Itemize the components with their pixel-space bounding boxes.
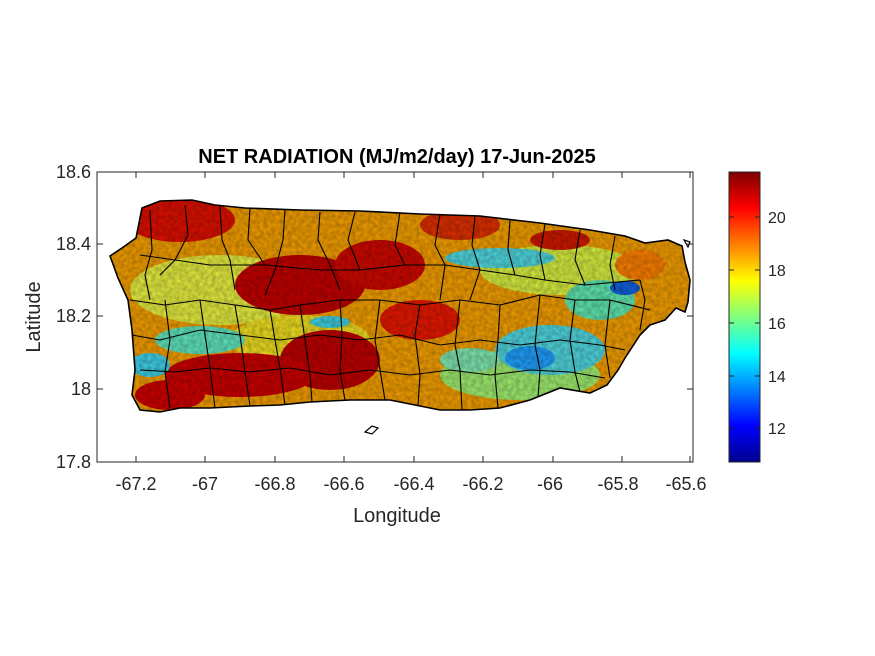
- x-tick-label: -67: [192, 474, 218, 494]
- x-tick-label: -66.6: [323, 474, 364, 494]
- y-tick-label: 18.4: [56, 234, 91, 254]
- colorbar-tick-label: 20: [768, 210, 786, 227]
- islet-caja-de-muertos: [363, 425, 380, 435]
- y-tick-label: 18.6: [56, 162, 91, 182]
- x-axis-label: Longitude: [353, 505, 441, 527]
- y-tick-marks: [97, 243, 693, 390]
- colorbar-tick-label: 12: [768, 421, 786, 438]
- colorbar: [728, 171, 761, 463]
- colorbar-tick-label: 14: [768, 369, 786, 386]
- x-tick-label: -66.4: [393, 474, 434, 494]
- x-tick-label: -66: [537, 474, 563, 494]
- x-tick-marks: [135, 172, 691, 462]
- chart-title: NET RADIATION (MJ/m2/day) 17-Jun-2025: [198, 146, 596, 168]
- colorbar-tick-label: 18: [768, 263, 786, 280]
- x-tick-label: -66.8: [254, 474, 295, 494]
- x-tick-label: -67.2: [115, 474, 156, 494]
- x-tick-labels: -67.2 -67 -66.8 -66.6 -66.4 -66.2 -66 -6…: [115, 474, 706, 494]
- municipality-borders: [129, 204, 651, 411]
- colorbar-ticks: [729, 216, 760, 429]
- y-tick-label: 18.2: [56, 306, 91, 326]
- y-tick-labels: 18.6 18.4 18.2 18 17.8: [56, 162, 91, 472]
- colorbar-tick-label: 16: [768, 316, 786, 333]
- y-tick-label: 17.8: [56, 452, 91, 472]
- y-axis-label: Latitude: [23, 281, 45, 352]
- colorbar-tick-labels: 20 18 16 14 12: [768, 210, 786, 438]
- x-tick-label: -65.8: [597, 474, 638, 494]
- x-tick-label: -66.2: [462, 474, 503, 494]
- x-tick-label: -65.6: [665, 474, 706, 494]
- y-tick-label: 18: [71, 379, 91, 399]
